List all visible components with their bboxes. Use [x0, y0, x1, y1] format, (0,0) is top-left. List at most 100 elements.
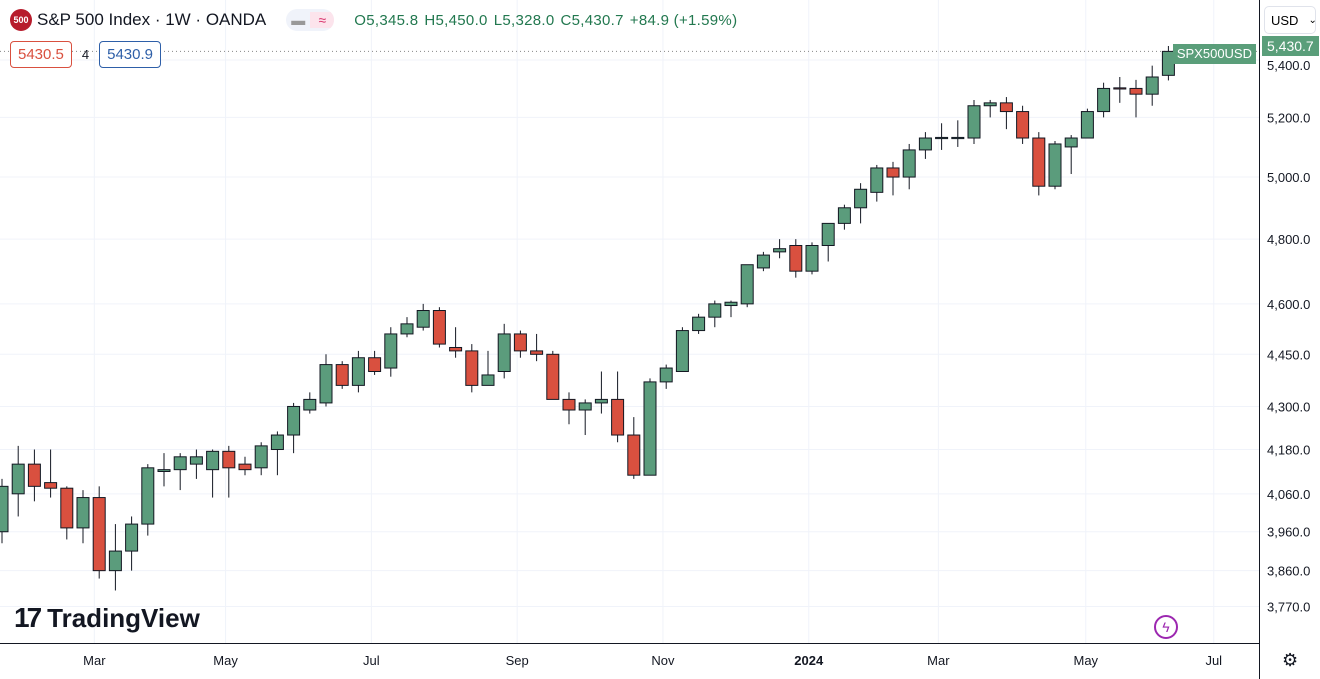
candle[interactable] [1032, 132, 1046, 196]
candle[interactable] [675, 327, 689, 372]
candle[interactable] [821, 222, 835, 262]
candle[interactable] [773, 239, 787, 259]
candle[interactable] [189, 449, 203, 479]
candle[interactable] [449, 327, 463, 358]
candle[interactable] [287, 402, 301, 454]
candle[interactable] [157, 453, 171, 487]
legend-toggle[interactable]: ▬ ≈ [286, 9, 335, 31]
candle[interactable] [611, 371, 625, 443]
candle[interactable] [562, 392, 576, 425]
time-tick-label: Jul [1205, 653, 1222, 668]
candle[interactable] [11, 445, 25, 517]
candle[interactable] [983, 99, 997, 118]
candle-body [0, 485, 9, 533]
candle[interactable] [222, 445, 236, 498]
candle[interactable] [497, 323, 511, 379]
candle[interactable] [1080, 108, 1094, 139]
candle[interactable] [254, 442, 268, 476]
candle[interactable] [270, 431, 284, 476]
candle[interactable] [238, 456, 252, 476]
candle[interactable] [481, 350, 495, 386]
candle[interactable] [789, 239, 803, 278]
candle[interactable] [384, 327, 398, 377]
candle-body [854, 188, 868, 209]
candle[interactable] [1129, 79, 1143, 118]
candle[interactable] [400, 317, 414, 338]
candle-body [918, 137, 932, 151]
candle[interactable] [659, 364, 673, 389]
candle[interactable] [967, 99, 981, 144]
candle[interactable] [870, 164, 884, 202]
high-value: H5,450.0 [424, 11, 488, 29]
candle[interactable] [1161, 45, 1175, 81]
candle[interactable] [886, 161, 900, 196]
indicator-wave-icon[interactable]: ≈ [310, 12, 335, 28]
candle[interactable] [530, 333, 544, 362]
candle[interactable] [335, 361, 349, 389]
candle-body [773, 248, 787, 253]
candle-body [724, 301, 738, 307]
candle[interactable] [756, 251, 770, 272]
symbol-title[interactable]: S&P 500 Index · 1W · OANDA [37, 10, 267, 29]
candle[interactable] [740, 264, 754, 308]
candle[interactable] [643, 378, 657, 476]
candle[interactable] [1016, 105, 1030, 144]
candle-body [173, 456, 187, 471]
candle[interactable] [465, 344, 479, 393]
candle[interactable] [432, 307, 446, 348]
candle[interactable] [368, 350, 382, 375]
candle[interactable] [935, 123, 949, 150]
candle-body [821, 222, 835, 246]
settings-gear-icon[interactable]: ⚙ [1282, 650, 1299, 670]
candle[interactable] [60, 486, 74, 540]
candle[interactable] [1048, 140, 1062, 190]
candle[interactable] [692, 313, 706, 334]
candle[interactable] [1113, 76, 1127, 103]
candle[interactable] [1064, 135, 1078, 175]
candle[interactable] [0, 478, 9, 544]
candle[interactable] [546, 350, 560, 400]
candle[interactable] [594, 371, 608, 414]
candle[interactable] [918, 132, 932, 159]
candle-body [805, 244, 819, 272]
candle[interactable] [999, 97, 1013, 130]
tradingview-logo[interactable]: 17 TradingView [14, 602, 200, 634]
candle[interactable] [76, 490, 90, 544]
candle[interactable] [108, 524, 122, 591]
candle[interactable] [708, 300, 722, 328]
candle[interactable] [92, 486, 106, 579]
candle[interactable] [173, 453, 187, 491]
candle[interactable] [125, 516, 139, 571]
lightning-icon[interactable]: ϟ [1154, 615, 1178, 639]
collapse-icon[interactable]: ▬ [291, 12, 306, 28]
candle[interactable] [837, 204, 851, 230]
candle-body [1080, 111, 1094, 139]
candle[interactable] [854, 183, 868, 224]
candle-body [206, 450, 220, 471]
candle[interactable] [416, 303, 430, 331]
candle[interactable] [1145, 65, 1159, 106]
candle-body [546, 353, 560, 400]
candle[interactable] [206, 449, 220, 498]
candle-body [400, 323, 414, 335]
candle[interactable] [724, 300, 738, 318]
candle-body [76, 497, 90, 529]
candle[interactable] [951, 120, 965, 147]
candle[interactable] [44, 449, 58, 498]
candle[interactable] [805, 242, 819, 275]
candle[interactable] [303, 392, 317, 414]
candle[interactable] [27, 449, 41, 502]
currency-select[interactable]: USD ⌄ [1264, 6, 1317, 34]
candle[interactable] [351, 350, 365, 393]
candle[interactable] [1097, 82, 1111, 118]
candle[interactable] [578, 399, 592, 436]
buy-button[interactable]: 5430.9 [99, 41, 162, 68]
candle[interactable] [141, 464, 155, 536]
candle[interactable] [627, 417, 641, 479]
candle[interactable] [902, 143, 916, 190]
sell-button[interactable]: 5430.5 [10, 41, 72, 68]
candle-body [368, 357, 382, 372]
candle[interactable] [319, 354, 333, 407]
candle[interactable] [513, 330, 527, 358]
